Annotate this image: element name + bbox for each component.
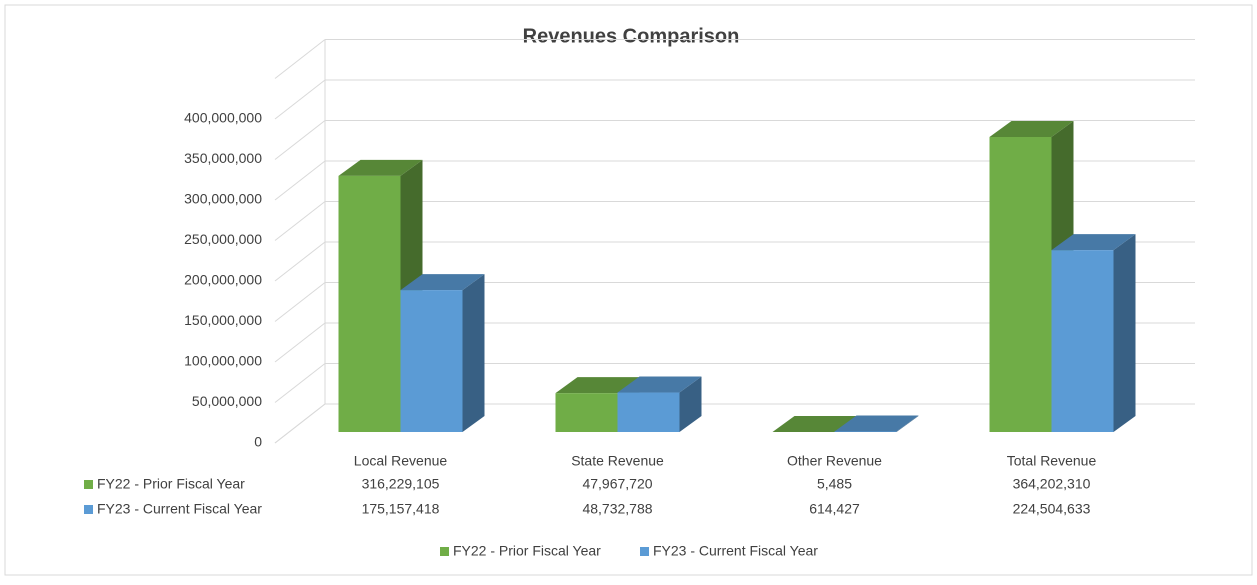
bar-side <box>1114 234 1136 432</box>
bar <box>1052 234 1136 432</box>
table-key <box>84 480 93 489</box>
y-tick-label: 150,000,000 <box>184 312 262 328</box>
y-tick-label: 300,000,000 <box>184 191 262 207</box>
y-tick-label: 200,000,000 <box>184 272 262 288</box>
bar-front <box>401 290 463 432</box>
bar-side <box>463 274 485 432</box>
table-value: 175,157,418 <box>362 501 440 517</box>
legend-label: FY22 - Prior Fiscal Year <box>453 543 601 559</box>
table-key <box>84 505 93 514</box>
table-value: 5,485 <box>817 476 852 492</box>
table-value: 316,229,105 <box>362 476 440 492</box>
legend-key <box>640 547 649 556</box>
y-tick-label: 100,000,000 <box>184 353 262 369</box>
table-value: 364,202,310 <box>1013 476 1091 492</box>
y-tick-label: 400,000,000 <box>184 110 262 126</box>
table-value: 224,504,633 <box>1013 501 1091 517</box>
y-tick-label: 0 <box>254 434 262 450</box>
x-tick-label: Total Revenue <box>1007 453 1097 469</box>
y-tick-label: 250,000,000 <box>184 231 262 247</box>
bar <box>618 377 702 432</box>
legend-key <box>440 547 449 556</box>
table-value: 48,732,788 <box>582 501 652 517</box>
x-tick-label: Other Revenue <box>787 453 882 469</box>
bar-front <box>990 137 1052 432</box>
x-tick-label: State Revenue <box>571 453 664 469</box>
table-value: 614,427 <box>809 501 860 517</box>
bar-front <box>618 393 680 432</box>
x-tick-label: Local Revenue <box>354 453 448 469</box>
table-value: 47,967,720 <box>582 476 652 492</box>
chart-title: Revenues Comparison <box>523 25 740 47</box>
legend-label: FY23 - Current Fiscal Year <box>653 543 818 559</box>
bar-front <box>1052 250 1114 432</box>
y-tick-label: 50,000,000 <box>192 393 262 409</box>
bar <box>401 274 485 432</box>
y-tick-label: 350,000,000 <box>184 150 262 166</box>
bar-front <box>339 176 401 432</box>
table-series-name: FY22 - Prior Fiscal Year <box>97 476 245 492</box>
table-series-name: FY23 - Current Fiscal Year <box>97 501 262 517</box>
bar-front <box>556 393 618 432</box>
